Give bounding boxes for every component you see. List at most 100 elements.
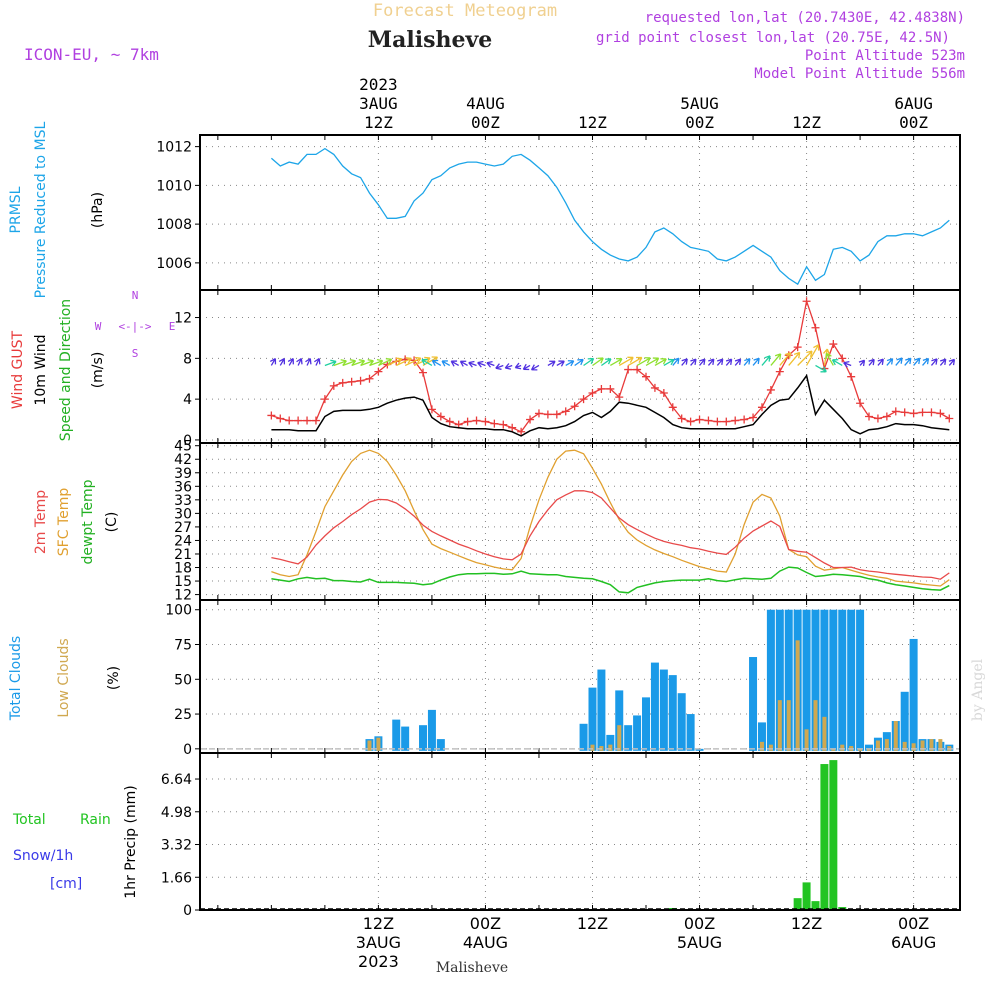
wind-arrow (636, 357, 651, 367)
gust-marker (793, 343, 802, 352)
wind-arrow (654, 358, 667, 367)
gust-marker (552, 410, 561, 419)
wind-arrow (530, 364, 540, 371)
wind-arrow (287, 357, 294, 366)
compass-rose: N S W E <-|-> (95, 289, 176, 360)
wind-arrow (806, 344, 820, 366)
panel-frame (199, 134, 961, 291)
low-cloud-bar (759, 741, 764, 751)
wind-arrow (431, 359, 442, 367)
low-cloud-bar (376, 737, 381, 751)
total-cloud-bar (802, 609, 811, 751)
gust-marker (713, 417, 722, 426)
total-cloud-bar (838, 609, 847, 751)
gust-marker (472, 416, 481, 425)
y-tick-label: 25 (174, 707, 192, 723)
gust-marker (918, 408, 927, 417)
gust-marker (936, 409, 945, 418)
gust-marker (615, 393, 624, 402)
total-cloud-bar (856, 609, 865, 751)
wind-arrow (939, 358, 947, 366)
total-cloud-bar (588, 687, 597, 751)
gust-marker (766, 385, 775, 394)
y-tick-label: 1006 (156, 256, 192, 272)
wind-arrow (610, 358, 623, 367)
y-tick-label: 8 (183, 351, 192, 367)
low-cloud-bar (804, 729, 809, 751)
gust-marker (508, 423, 517, 432)
requested-coords: requested lon,lat (20.7430E, 42.4838N) (645, 10, 965, 26)
dewpt-line (271, 566, 950, 594)
gust-marker (436, 412, 445, 421)
gust-marker (276, 414, 285, 423)
wind-arrow (486, 360, 495, 368)
total-cloud-bar (436, 739, 445, 751)
low-cloud-bar (929, 739, 934, 751)
gust-marker (320, 395, 329, 404)
total-cloud-bar (766, 609, 775, 751)
low-cloud-bar (840, 744, 845, 751)
total-cloud-bar (579, 723, 588, 751)
wind-arrow (930, 358, 938, 366)
low-cloud-bar (795, 640, 800, 751)
wind-arrow (779, 352, 792, 366)
gust-marker (427, 405, 436, 414)
low-clouds-label: Low Clouds (56, 638, 72, 717)
wind-arrow (913, 357, 921, 366)
wind-arrow (645, 357, 660, 367)
y-tick-label: 1012 (156, 140, 192, 156)
wind-arrow (690, 358, 697, 366)
wind-arrow (868, 358, 875, 366)
top-time-label: 12Z (792, 113, 821, 132)
wind-arrow (825, 352, 834, 366)
wind-arrow (707, 358, 715, 366)
total-cloud-bar (749, 657, 758, 751)
gust-marker (624, 365, 633, 374)
total-cloud-bar (668, 675, 677, 751)
gust-marker (749, 413, 758, 422)
top-time-label: 5AUG (680, 94, 719, 113)
gust-marker (445, 417, 454, 426)
rain-label-total: Total (12, 812, 46, 828)
bottom-time-label: 2023 (358, 952, 399, 971)
gust-marker (588, 389, 597, 398)
gust-marker (419, 368, 428, 377)
wind-arrow (441, 360, 451, 367)
wind-arrow (601, 358, 612, 367)
wind-arrow (314, 357, 321, 366)
bottom-time-label: 12Z (791, 914, 822, 933)
top-time-label: 6AUG (894, 94, 933, 113)
y-tick-label: 4 (183, 392, 192, 408)
y-tick-label: 18 (174, 561, 192, 577)
wind-arrow (305, 357, 312, 366)
gust-marker (740, 415, 749, 424)
low-cloud-bar (875, 740, 880, 751)
total-cloud-bar (615, 690, 624, 751)
rain-label-rain: Rain (80, 812, 111, 828)
gust-marker (294, 416, 303, 425)
total-cloud-bar (419, 725, 428, 751)
y-tick-label: 1008 (156, 217, 192, 233)
total-cloud-bar (606, 734, 615, 751)
wind-arrow (734, 358, 742, 366)
wind-arrow (725, 358, 733, 366)
low-cloud-bar (617, 725, 622, 751)
top-time-label: 00Z (471, 113, 500, 132)
wind-arrow (663, 358, 675, 367)
model-altitude: Model Point Altitude 556m (754, 66, 965, 82)
top-time-label: 3AUG (359, 94, 398, 113)
wind-arrow (858, 359, 866, 367)
wind-arrow (477, 360, 486, 368)
precip-unit: 1hr Precip (mm) (123, 785, 139, 898)
wind-arrow (904, 357, 912, 366)
total-cloud-bar (401, 726, 410, 751)
gust-marker (650, 383, 659, 392)
clouds-unit: (%) (106, 666, 122, 690)
wind-arrow (522, 363, 531, 371)
gust-marker (704, 416, 713, 425)
wind-arrow (404, 356, 422, 367)
wind-arrow (815, 364, 827, 373)
rain-bar (811, 901, 820, 910)
low-cloud-bar (777, 700, 782, 751)
top-time-label: 00Z (899, 113, 928, 132)
